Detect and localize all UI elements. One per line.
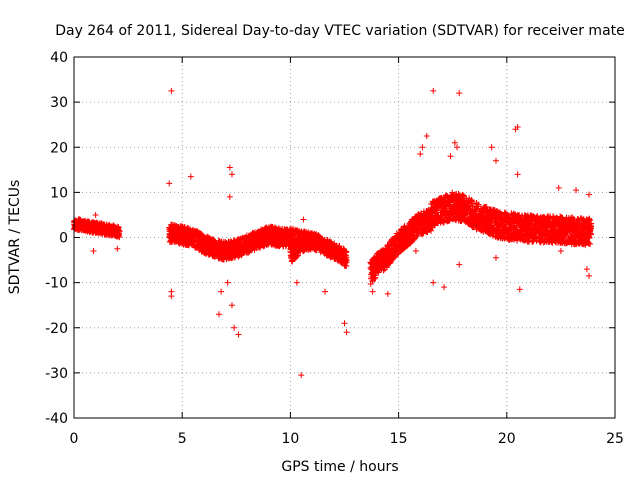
data-point-outlier: [412, 248, 419, 255]
data-point-outlier: [226, 193, 233, 200]
x-tick-label: 25: [606, 431, 624, 447]
data-point-outlier: [224, 279, 231, 286]
y-tick-label: -20: [45, 321, 68, 337]
data-point-outlier: [90, 248, 97, 255]
data-point-outlier: [369, 288, 376, 295]
data-point: [115, 224, 122, 231]
data-point-outlier: [384, 290, 391, 297]
data-point-outlier: [226, 164, 233, 171]
tick-labels: 0 5 10 15 20 25 -40 -30 -20 -10 0 10 20 30 40: [45, 50, 624, 447]
data-point-outlier: [456, 90, 463, 97]
data-point-outlier: [168, 87, 175, 94]
x-tick-label: 20: [498, 431, 516, 447]
data-point-outlier: [514, 171, 521, 178]
data-point-outlier: [215, 311, 222, 318]
data-point-outlier: [187, 173, 194, 180]
data-point-outlier: [228, 171, 235, 178]
data-point-outlier: [441, 284, 448, 291]
data-point-outlier: [423, 132, 430, 139]
data-point-outlier: [341, 320, 348, 327]
data-point-outlier: [228, 302, 235, 309]
y-tick-label: 10: [50, 185, 68, 201]
data-point-outlier: [166, 180, 173, 187]
y-tick-label: -30: [45, 366, 68, 382]
data-point-outlier: [322, 288, 329, 295]
data-point: [116, 233, 123, 240]
data-point-outlier: [488, 144, 495, 151]
data-point-outlier: [583, 266, 590, 273]
data-point-outlier: [430, 279, 437, 286]
data-point-outlier: [557, 248, 564, 255]
x-tick-label: 15: [390, 431, 408, 447]
x-tick-label: 0: [70, 431, 79, 447]
y-tick-label: 0: [59, 231, 68, 247]
data-point-outlier: [218, 288, 225, 295]
data-point-outlier: [235, 331, 242, 338]
data-point: [116, 228, 123, 235]
y-axis-label: SDTVAR / TECUs: [7, 180, 23, 295]
data-points: [71, 87, 595, 379]
data-point-outlier: [555, 184, 562, 191]
y-tick-label: -40: [45, 411, 68, 427]
data-point-outlier: [298, 372, 305, 379]
data-point-outlier: [492, 157, 499, 164]
data-point-outlier: [231, 324, 238, 331]
data-point-outlier: [419, 144, 426, 151]
data-point-outlier: [293, 279, 300, 286]
data-point-outlier: [343, 329, 350, 336]
data-point-outlier: [586, 272, 593, 279]
y-tick-label: 30: [50, 95, 68, 111]
data-point-outlier: [114, 245, 121, 252]
x-tick-label: 10: [281, 431, 299, 447]
data-point-outlier: [168, 288, 175, 295]
data-point-outlier: [492, 254, 499, 261]
data-point-outlier: [447, 153, 454, 160]
data-point-outlier: [300, 216, 307, 223]
chart-title: Day 264 of 2011, Sidereal Day-to-day VTE…: [55, 23, 625, 39]
y-tick-label: 40: [50, 50, 68, 66]
data-point-outlier: [417, 151, 424, 158]
x-axis-label: GPS time / hours: [281, 459, 398, 475]
data-point-outlier: [92, 211, 99, 218]
data-point-outlier: [456, 261, 463, 268]
data-point-outlier: [516, 286, 523, 293]
x-tick-label: 5: [178, 431, 187, 447]
data-point-outlier: [430, 87, 437, 94]
y-tick-label: -10: [45, 276, 68, 292]
y-tick-label: 20: [50, 140, 68, 156]
